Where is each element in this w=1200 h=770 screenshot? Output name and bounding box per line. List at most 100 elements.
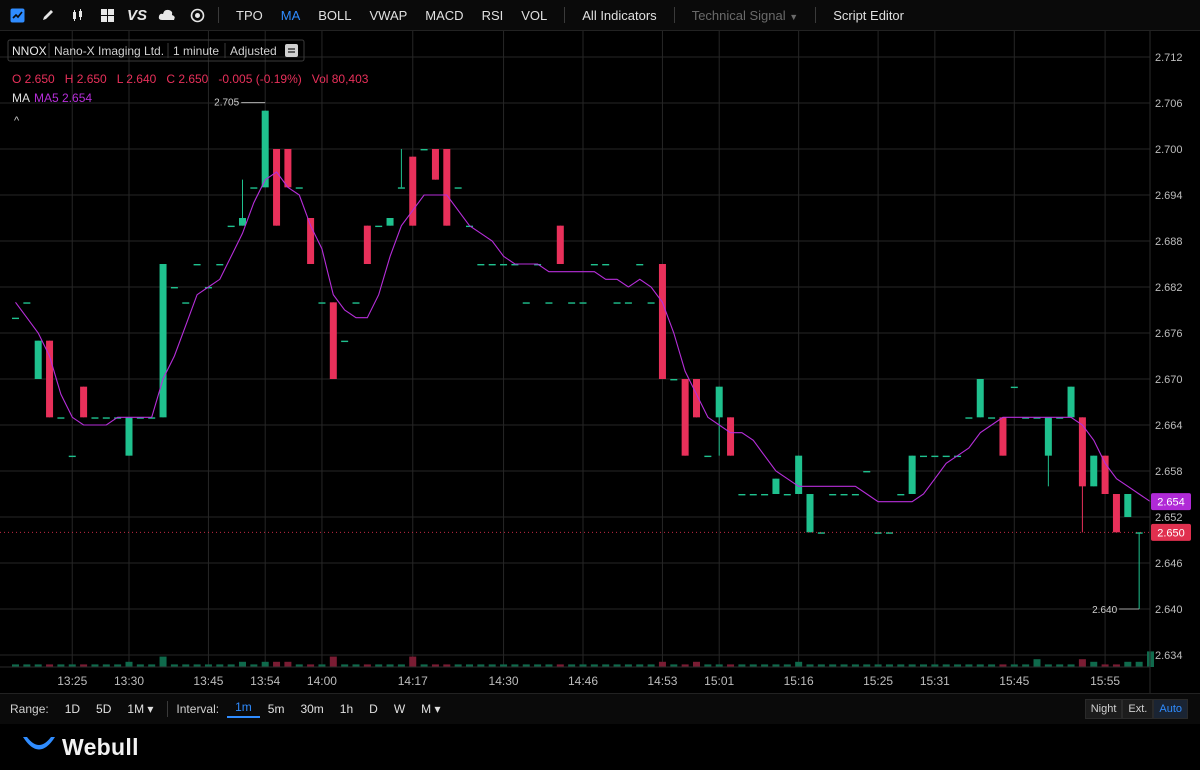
candle-up bbox=[136, 417, 144, 419]
volume-bar bbox=[1135, 661, 1143, 667]
menu-icon[interactable] bbox=[285, 44, 298, 57]
all-indicators-button[interactable]: All Indicators bbox=[582, 7, 657, 23]
indicator-tpo[interactable]: TPO bbox=[236, 7, 263, 23]
indicator-vol[interactable]: VOL bbox=[521, 7, 548, 23]
candle-body bbox=[23, 302, 31, 304]
cloud-icon[interactable] bbox=[154, 0, 180, 30]
price-chart[interactable]: 2.712 2.706 2.700 2.694 2.688 2.682 2.676 2.670… bbox=[0, 31, 1200, 693]
interval-d[interactable]: D bbox=[369, 702, 378, 716]
candle-up bbox=[851, 494, 859, 496]
refresh-icon[interactable] bbox=[184, 0, 210, 30]
candle-up bbox=[613, 302, 621, 304]
volume-bar bbox=[988, 664, 996, 667]
top-toolbar: VS TPO MA BOLL VWAP MACD RSI VOL All Ind… bbox=[0, 0, 1200, 31]
indicator-rsi[interactable]: RSI bbox=[481, 7, 504, 23]
range-divider bbox=[167, 701, 169, 717]
indicator-macd[interactable]: MACD bbox=[425, 7, 464, 23]
technical-signal-dropdown[interactable]: Technical Signal ▼ bbox=[683, 8, 808, 23]
candle-body bbox=[681, 379, 689, 456]
candle-up bbox=[1044, 417, 1052, 487]
script-editor-button[interactable]: Script Editor bbox=[833, 7, 904, 23]
volume-bar bbox=[942, 664, 950, 667]
symbol-box[interactable] bbox=[7, 39, 305, 62]
candle-up bbox=[182, 302, 190, 304]
indicator-ma[interactable]: MA bbox=[280, 7, 301, 23]
volume-bar bbox=[114, 664, 122, 667]
volume-bar bbox=[534, 664, 542, 667]
range-1m-dropdown[interactable]: 1M ▾ bbox=[127, 702, 154, 716]
price-tick-label: 2.658 bbox=[1155, 466, 1183, 478]
candle-up bbox=[125, 417, 133, 456]
toolbar-divider bbox=[218, 7, 219, 23]
collapse-legend-icon[interactable]: ^ bbox=[14, 115, 20, 127]
candle-body bbox=[1067, 386, 1075, 418]
candle-up bbox=[761, 494, 769, 496]
volume-bar bbox=[23, 664, 31, 667]
price-tick-label: 2.682 bbox=[1155, 282, 1183, 294]
volume-bar bbox=[1078, 659, 1086, 667]
volume-bar bbox=[307, 664, 315, 667]
ma5-badge-value: 2.654 bbox=[1157, 497, 1185, 509]
volume-bar bbox=[693, 661, 700, 667]
candle-up bbox=[931, 455, 939, 458]
time-tick-label: 15:55 bbox=[1090, 674, 1120, 688]
session-ext-button[interactable]: Ext. bbox=[1122, 699, 1154, 719]
candle-down bbox=[329, 302, 337, 379]
candle-body bbox=[1033, 417, 1041, 419]
candle-body bbox=[851, 494, 859, 496]
candlestick-icon[interactable] bbox=[64, 0, 90, 30]
footer: Webull bbox=[0, 724, 1200, 770]
candle-down bbox=[556, 225, 564, 264]
candle-up bbox=[216, 264, 224, 266]
last-price-badge-bg bbox=[1151, 523, 1191, 541]
grid-icon[interactable] bbox=[94, 0, 120, 30]
ma5-badge-bg bbox=[1151, 493, 1191, 511]
candle-body bbox=[227, 225, 235, 228]
volume-bar bbox=[772, 664, 780, 667]
volume-bar bbox=[204, 664, 212, 667]
interval-5m[interactable]: 5m bbox=[267, 702, 285, 716]
volume-bar bbox=[1056, 664, 1064, 667]
volume-bar bbox=[908, 664, 916, 667]
indicator-boll[interactable]: BOLL bbox=[318, 7, 352, 23]
candle-body bbox=[511, 264, 519, 266]
last-price-badge-value: 2.650 bbox=[1157, 527, 1185, 539]
time-tick-label: 13:30 bbox=[114, 674, 144, 688]
line-chart-icon[interactable] bbox=[4, 0, 30, 30]
volume-bar bbox=[159, 656, 167, 667]
candle-body bbox=[954, 455, 962, 458]
interval-w[interactable]: W bbox=[393, 702, 406, 716]
session-auto-button[interactable]: Auto bbox=[1153, 699, 1188, 719]
interval-30m[interactable]: 30m bbox=[300, 702, 324, 716]
candle-body bbox=[976, 379, 984, 418]
candle-up bbox=[204, 287, 212, 289]
interval-1m[interactable]: 1m bbox=[227, 700, 260, 718]
candle-up bbox=[102, 417, 110, 419]
indicator-vwap[interactable]: VWAP bbox=[369, 7, 408, 23]
interval-m-dropdown[interactable]: M ▾ bbox=[421, 702, 441, 716]
vs-compare-icon[interactable]: VS bbox=[126, 6, 147, 24]
volume-bar bbox=[227, 664, 235, 667]
candle-up bbox=[454, 187, 462, 189]
candle-body bbox=[420, 149, 428, 151]
candle-body bbox=[965, 417, 973, 419]
candle-up bbox=[386, 218, 394, 226]
session-night-button[interactable]: Night bbox=[1084, 699, 1123, 719]
candle-up bbox=[749, 494, 757, 496]
candle-body bbox=[363, 225, 371, 264]
range-1d[interactable]: 1D bbox=[64, 702, 81, 716]
candle-up bbox=[897, 494, 905, 496]
interval-1h[interactable]: 1h bbox=[339, 702, 354, 716]
candle-body bbox=[590, 264, 598, 266]
candle-up bbox=[534, 264, 542, 266]
candle-up bbox=[114, 417, 122, 419]
range-5d[interactable]: 5D bbox=[96, 702, 112, 716]
candle-body bbox=[931, 455, 939, 458]
candle-up bbox=[1090, 455, 1098, 487]
pencil-icon[interactable] bbox=[34, 0, 60, 30]
candle-body bbox=[1135, 532, 1143, 534]
time-tick-label: 15:16 bbox=[784, 674, 814, 688]
candle-body bbox=[613, 302, 621, 304]
candle-down bbox=[999, 417, 1007, 456]
volume-bar bbox=[636, 664, 644, 667]
